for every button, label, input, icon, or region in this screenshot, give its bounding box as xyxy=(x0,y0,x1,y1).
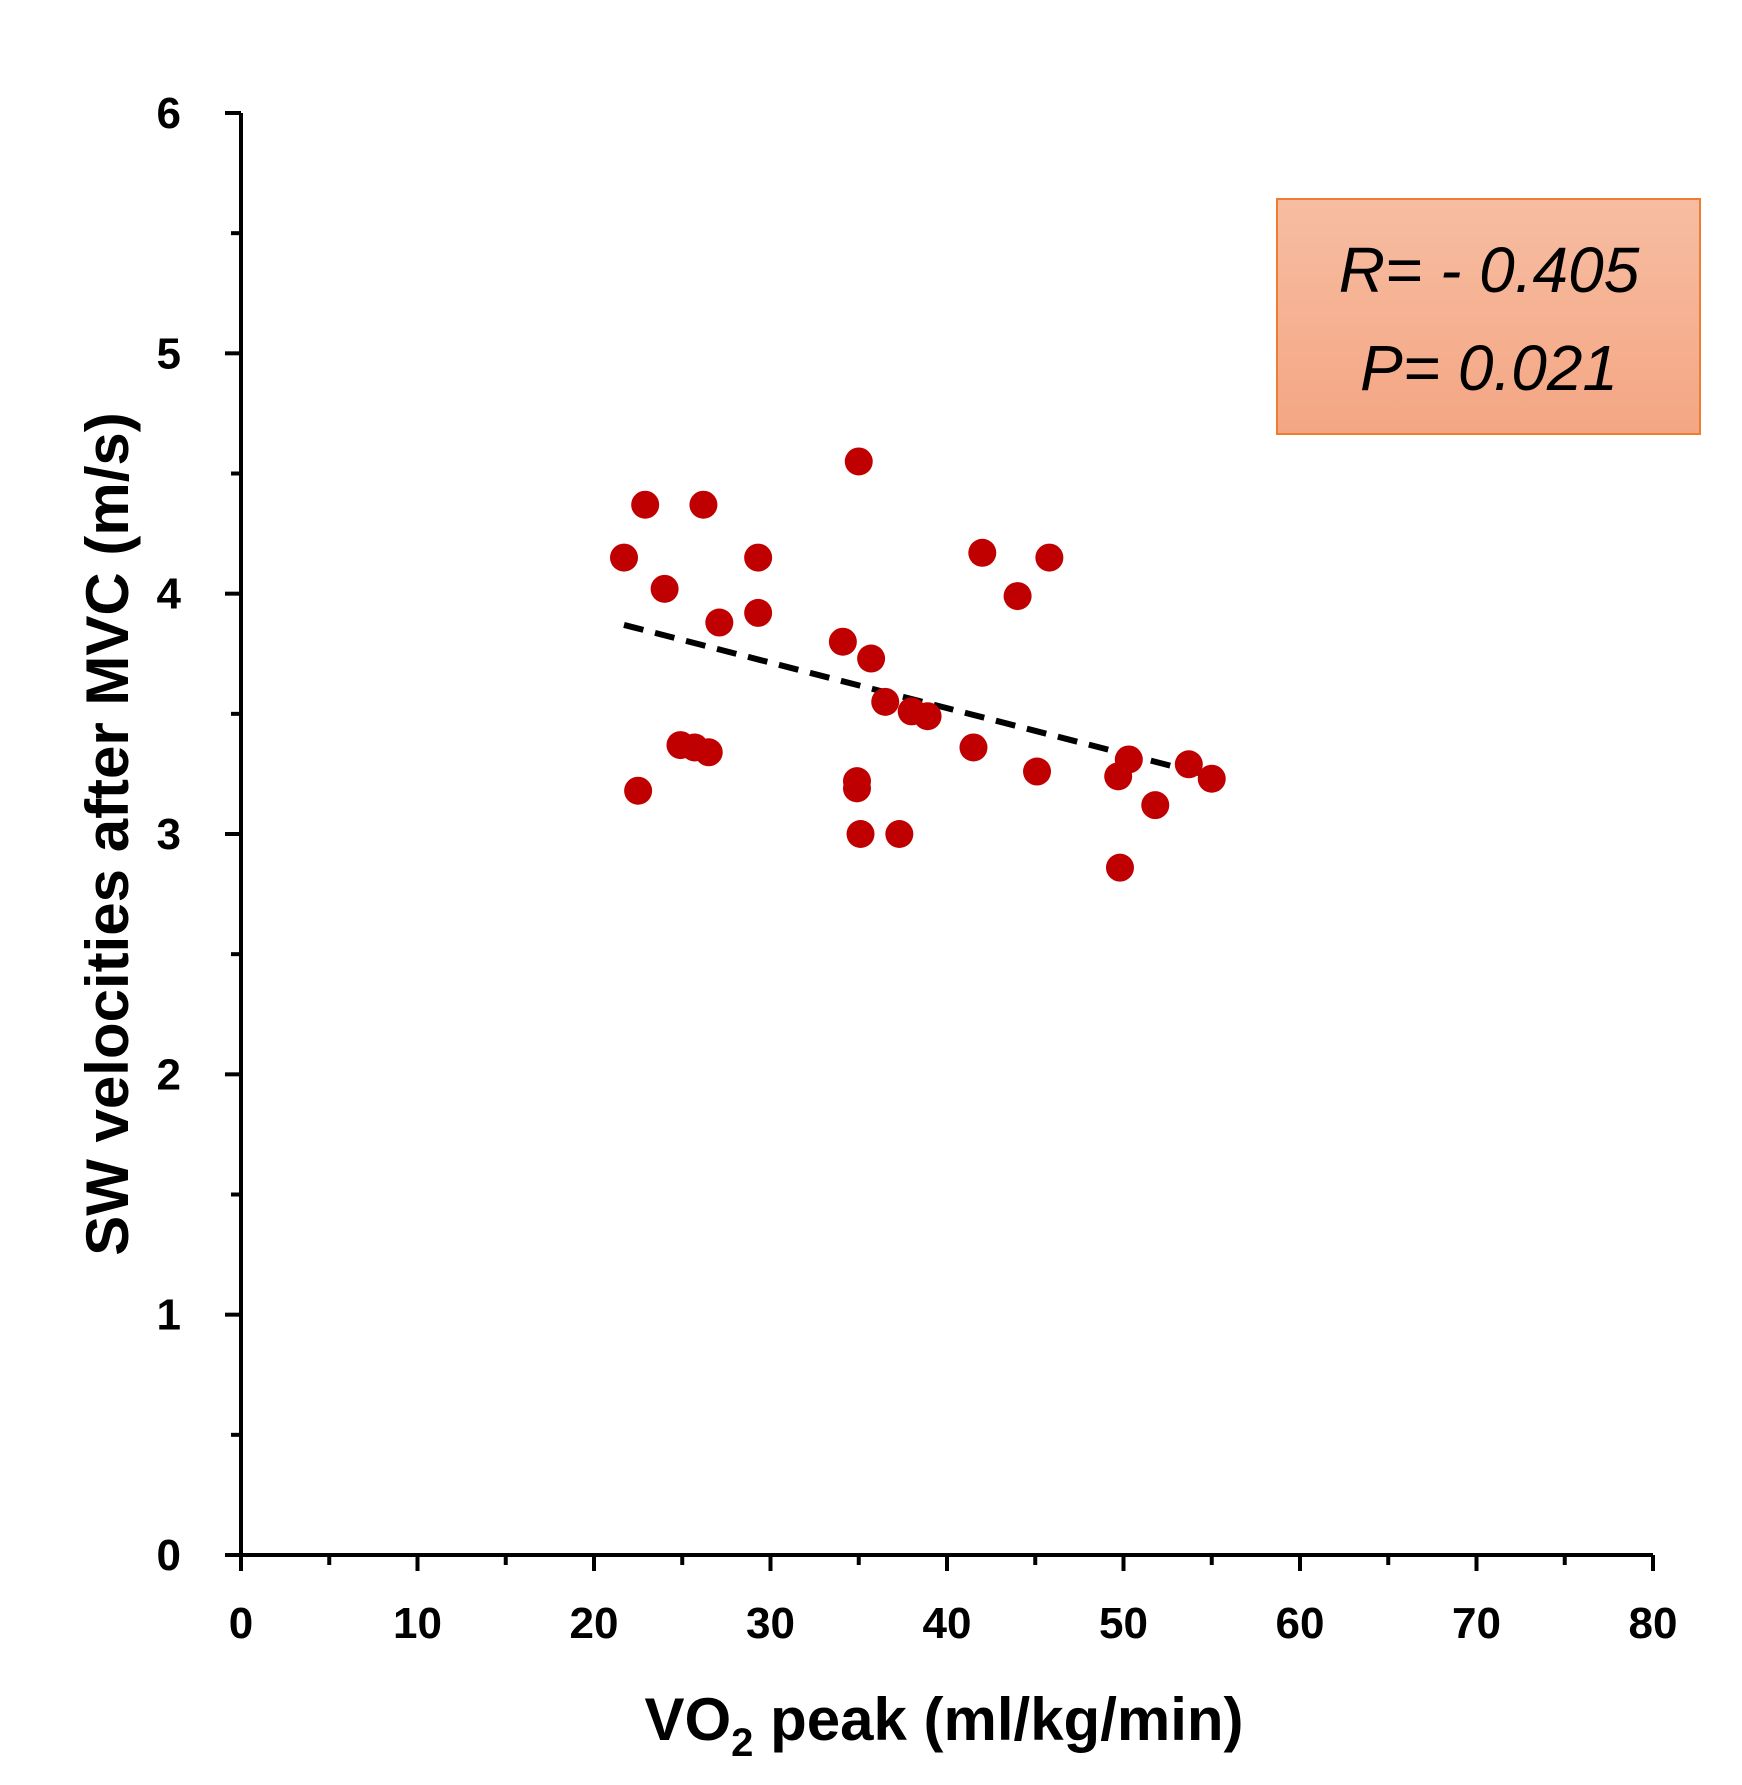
stats-box xyxy=(1276,198,1701,435)
data-point xyxy=(885,820,914,848)
data-points xyxy=(610,447,1226,882)
data-point xyxy=(857,644,886,673)
data-point xyxy=(624,776,653,805)
plot-area: 0 1 2 3 4 5 6 0 10 20 30 40 50 60 70 80 xyxy=(157,89,1678,1648)
data-point xyxy=(1174,750,1203,779)
data-point xyxy=(744,543,773,572)
y-tick-label: 3 xyxy=(157,810,181,859)
y-tick-label: 0 xyxy=(157,1531,181,1580)
x-tick-label: 0 xyxy=(229,1599,253,1648)
data-point xyxy=(913,702,942,731)
stats-annotation: R= - 0.405 P= 0.021 xyxy=(1276,198,1701,435)
x-tick-label: 40 xyxy=(923,1599,972,1648)
x-tick-label: 30 xyxy=(746,1599,795,1648)
data-point xyxy=(689,490,718,519)
x-axis-title-main: VO xyxy=(644,1686,731,1753)
x-axis-title-rest: peak (ml/kg/min) xyxy=(753,1686,1243,1753)
y-tick-label: 6 xyxy=(157,89,181,138)
data-point xyxy=(871,687,900,716)
data-point xyxy=(828,627,857,656)
x-tick-label: 60 xyxy=(1276,1599,1325,1648)
x-axis-title: VO2 peak (ml/kg/min) xyxy=(644,1686,1243,1765)
data-point xyxy=(610,543,639,572)
data-point xyxy=(1003,582,1032,611)
data-point xyxy=(959,733,988,762)
x-tick-label: 50 xyxy=(1099,1599,1148,1648)
data-point xyxy=(1114,745,1143,774)
data-point xyxy=(968,538,997,567)
r-value-text: R= - 0.405 xyxy=(1339,234,1640,306)
data-point xyxy=(844,447,873,476)
x-tick-label: 20 xyxy=(570,1599,619,1648)
data-point xyxy=(650,574,679,603)
data-point xyxy=(842,774,871,803)
data-point xyxy=(631,490,660,519)
x-tick-label: 10 xyxy=(393,1599,442,1648)
data-point xyxy=(1197,764,1226,793)
data-point xyxy=(1141,791,1170,820)
y-tick-label: 4 xyxy=(157,570,182,619)
y-tick-label: 5 xyxy=(157,329,181,378)
data-point xyxy=(1105,853,1134,882)
data-point xyxy=(705,608,734,637)
data-point xyxy=(694,738,723,767)
p-value-text: P= 0.021 xyxy=(1360,332,1618,404)
x-ticks: 0 10 20 30 40 50 60 70 80 xyxy=(229,1555,1678,1648)
x-tick-label: 80 xyxy=(1629,1599,1678,1648)
data-point xyxy=(1023,757,1052,786)
x-axis-title-subscript: 2 xyxy=(731,1721,753,1765)
y-tick-label: 2 xyxy=(157,1050,181,1099)
y-ticks: 0 1 2 3 4 5 6 xyxy=(157,89,241,1580)
data-point xyxy=(744,598,773,627)
x-tick-label: 70 xyxy=(1452,1599,1501,1648)
data-point xyxy=(846,820,875,848)
data-point xyxy=(1035,543,1064,572)
y-tick-label: 1 xyxy=(157,1291,181,1340)
y-axis-title: SW velocities after MVC (m/s) xyxy=(74,412,141,1256)
